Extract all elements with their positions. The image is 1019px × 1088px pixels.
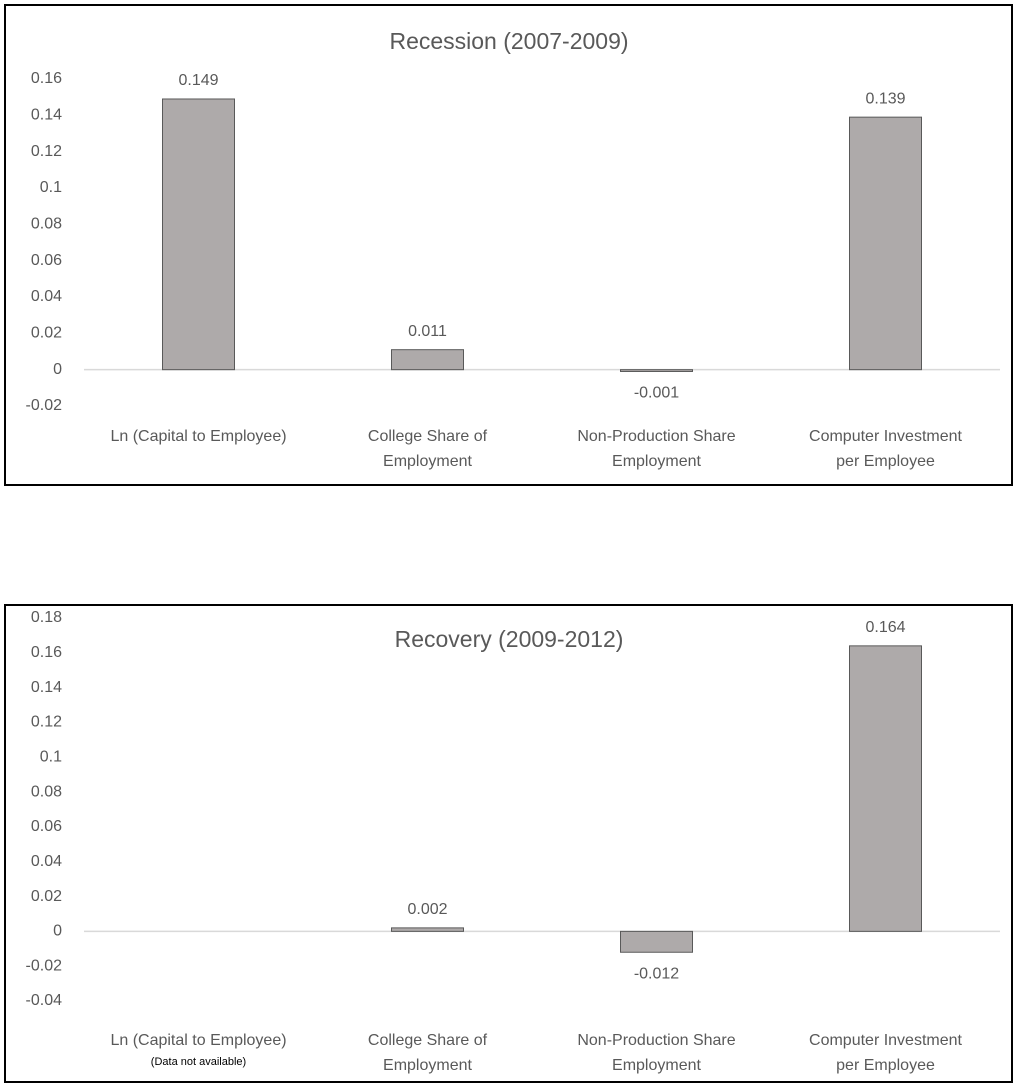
y-tick-label: -0.02 xyxy=(26,397,63,414)
chart-title: Recession (2007-2009) xyxy=(389,28,628,54)
y-tick-label: 0.1 xyxy=(40,179,62,196)
data-label: -0.012 xyxy=(634,965,679,982)
chart-frame xyxy=(4,604,1013,1083)
x-tick-label: Employment xyxy=(612,1057,701,1074)
x-tick-label: Computer Investment xyxy=(809,1032,963,1049)
y-tick-label: 0.08 xyxy=(31,783,62,800)
y-tick-label: 0.08 xyxy=(31,216,62,233)
x-tick-label: Ln (Capital to Employee) xyxy=(110,1032,286,1049)
y-tick-label: 0.14 xyxy=(31,107,62,124)
x-tick-label: Employment xyxy=(383,453,472,470)
y-tick-label: 0.16 xyxy=(31,644,62,661)
y-tick-label: 0.16 xyxy=(31,70,62,87)
data-label: 0.139 xyxy=(865,90,905,107)
y-tick-label: 0 xyxy=(53,361,62,378)
y-tick-label: 0.02 xyxy=(31,325,62,342)
y-tick-label: 0.18 xyxy=(31,609,62,626)
bar xyxy=(162,98,235,371)
bar xyxy=(849,645,922,932)
y-tick-label: 0.14 xyxy=(31,679,62,696)
x-tick-label: Non-Production Share xyxy=(577,428,735,445)
data-label: 0.002 xyxy=(407,901,447,918)
data-label: 0.149 xyxy=(178,72,218,89)
bar xyxy=(620,930,693,953)
data-label: 0.011 xyxy=(408,323,447,340)
x-tick-label: Computer Investment xyxy=(809,428,963,445)
y-tick-label: 0.12 xyxy=(31,714,62,731)
bar xyxy=(849,116,922,371)
x-tick-label: Employment xyxy=(612,453,701,470)
chart-frame xyxy=(4,4,1013,486)
x-tick-label: College Share of xyxy=(368,1032,488,1049)
y-tick-label: -0.02 xyxy=(26,957,63,974)
x-tick-label: Ln (Capital to Employee) xyxy=(110,428,286,445)
x-tick-label: per Employee xyxy=(836,453,935,470)
y-tick-label: 0.04 xyxy=(31,853,62,870)
x-tick-label: College Share of xyxy=(368,428,488,445)
chart-title: Recovery (2009-2012) xyxy=(395,626,624,652)
bar xyxy=(391,349,464,371)
y-tick-label: 0.1 xyxy=(40,748,62,765)
bar xyxy=(391,927,464,932)
data-label: 0.164 xyxy=(865,619,905,636)
bar xyxy=(620,369,693,372)
y-tick-label: 0.06 xyxy=(31,818,62,835)
y-tick-label: 0.12 xyxy=(31,143,62,160)
x-tick-label: per Employee xyxy=(836,1057,935,1074)
y-tick-label: 0.02 xyxy=(31,888,62,905)
y-tick-label: 0.04 xyxy=(31,288,62,305)
x-tick-label: Non-Production Share xyxy=(577,1032,735,1049)
y-tick-label: 0.06 xyxy=(31,252,62,269)
data-label: -0.001 xyxy=(634,385,679,402)
y-tick-label: 0 xyxy=(53,923,62,940)
x-tick-label: Employment xyxy=(383,1057,472,1074)
y-tick-label: -0.04 xyxy=(26,992,63,1009)
annotation: (Data not available) xyxy=(151,1056,246,1068)
